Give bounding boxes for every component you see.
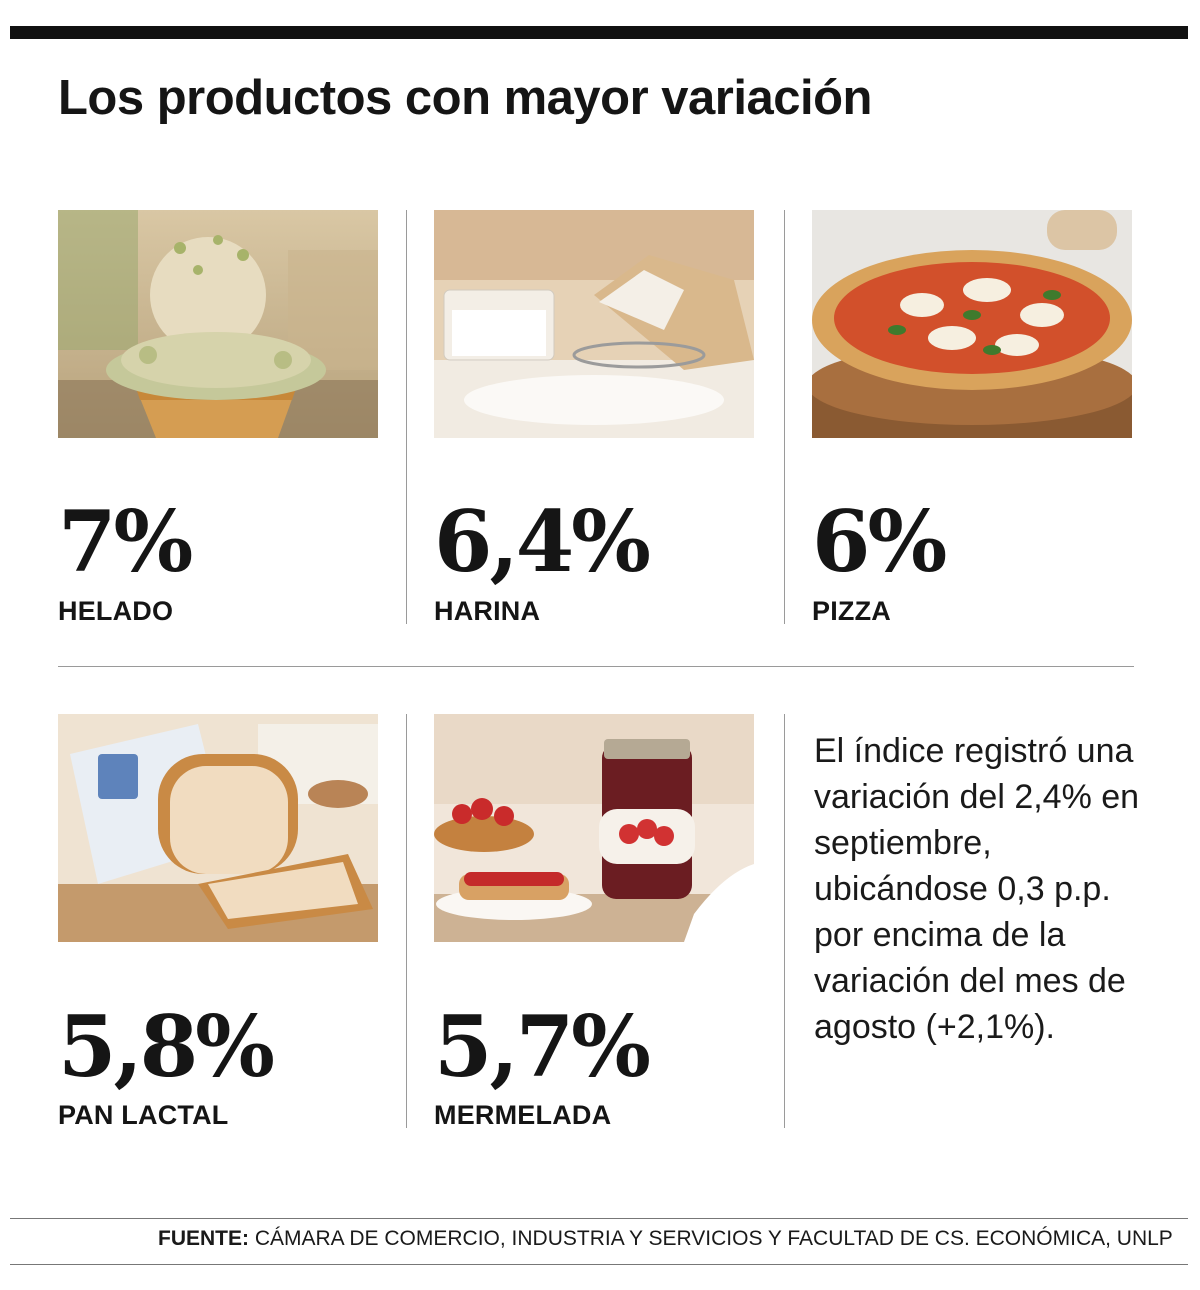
percent-mermelada: 5,7% — [434, 997, 651, 1096]
index-note: El índice registró una variación del 2,4… — [814, 732, 1140, 1046]
source-rule-top — [10, 1218, 1188, 1219]
percent-helado: 7% — [58, 492, 193, 591]
column-divider — [784, 714, 785, 1128]
bread-image — [58, 714, 378, 942]
flour-image — [434, 210, 754, 438]
column-divider — [406, 714, 407, 1128]
percent-pizza: 6% — [812, 492, 947, 591]
top-rule — [10, 26, 1188, 39]
jam-image — [434, 714, 754, 942]
source-line: FUENTE: CÁMARA DE COMERCIO, INDUSTRIA Y … — [158, 1227, 1173, 1251]
row-divider — [58, 666, 1134, 667]
source-text: CÁMARA DE COMERCIO, INDUSTRIA Y SERVICIO… — [254, 1227, 1173, 1250]
source-label: FUENTE: — [158, 1227, 249, 1250]
pizza-image — [812, 210, 1132, 438]
page-title: Los productos con mayor variación — [58, 71, 872, 125]
ice-cream-image — [58, 210, 378, 438]
column-divider — [784, 210, 785, 624]
percent-pan-lactal: 5,8% — [58, 997, 275, 1096]
label-mermelada: MERMELADA — [434, 1100, 612, 1130]
source-rule-bottom — [10, 1264, 1188, 1265]
percent-harina: 6,4% — [434, 492, 651, 591]
column-divider — [406, 210, 407, 624]
label-pan-lactal: PAN LACTAL — [58, 1100, 229, 1130]
label-harina: HARINA — [434, 596, 541, 626]
label-helado: HELADO — [58, 596, 174, 626]
label-pizza: PIZZA — [812, 596, 891, 626]
